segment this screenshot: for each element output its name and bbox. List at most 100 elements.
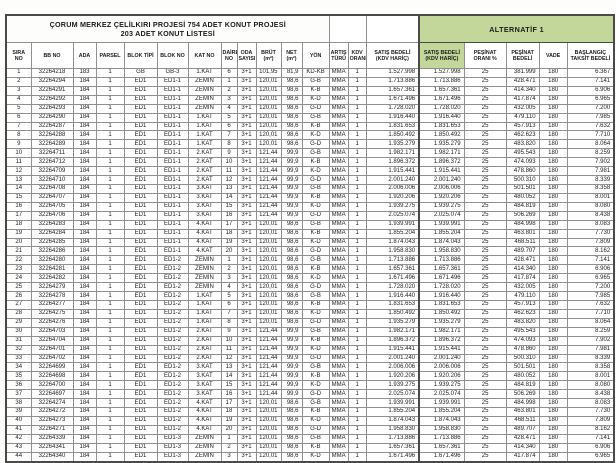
document-title-line-1: ÇORUM MERKEZ ÇELİLKIRI PROJESİ 754 ADET … — [49, 20, 286, 29]
cell-net-m2: 99,9 — [280, 175, 303, 185]
cell-net-m2: 98,6 — [280, 299, 303, 310]
cell-kdv-orani: 1 — [347, 326, 367, 337]
cell-sira-no: 34 — [5, 362, 32, 373]
cell-vade: 180 — [538, 76, 568, 87]
cell-blok-tipi: ED1 — [123, 415, 158, 426]
cell-kat-no: ZEMİN — [187, 273, 222, 284]
cell-pesinat-orani: 25 — [463, 264, 507, 275]
cell-daire-no: 18 — [220, 228, 238, 239]
cell-pesinat-orani: 25 — [463, 335, 507, 346]
cell-parsel: 1 — [95, 255, 125, 266]
cell-parsel: 1 — [95, 291, 125, 301]
title-row: ÇORUM MERKEZ ÇELİLKIRI PROJESİ 754 ADET … — [5, 14, 615, 43]
cell-oda-sayisi: 3+1 — [236, 103, 257, 114]
cell-kdv-orani: 1 — [347, 451, 367, 463]
cell-vade: 180 — [538, 380, 568, 391]
cell-blok-tipi: ED1 — [123, 264, 158, 275]
cell-net-m2: 99,9 — [280, 380, 303, 391]
cell-pesinat-bedeli: 417.874 — [505, 94, 540, 105]
cell-pesinat-bedeli: 501.501 — [505, 362, 540, 373]
cell-parsel: 1 — [95, 273, 125, 284]
cell-satis-bedeli-kdv-haric: 1.874.043 — [365, 237, 420, 248]
col-header-pesinat-orani: PEŞİNAT ORANI % — [463, 42, 507, 69]
cell-brut-m2: 121,44 — [255, 353, 282, 364]
cell-vade: 180 — [538, 415, 568, 426]
cell-parsel: 1 — [95, 237, 125, 248]
cell-net-m2: 99,9 — [280, 371, 303, 382]
cell-alt1-satis-bedeli-kdv-haric: 1.671.496 — [418, 94, 465, 105]
cell-daire-no: 10 — [220, 157, 238, 168]
cell-pesinat-bedeli: 484.819 — [505, 201, 540, 212]
cell-sira-no: 21 — [5, 246, 32, 257]
cell-artis-turu: MMA — [328, 282, 349, 293]
cell-baslangic-taksit-bedeli: 7.200 — [566, 103, 615, 114]
col-header-vade: VADE — [538, 42, 568, 69]
table-row: 7 32264287 184 1 ED1 ED1-1 1.KAT 6 3+1 120,01 98,6… — [5, 121, 615, 132]
cell-brut-m2: 121,44 — [255, 157, 282, 168]
cell-baslangic-taksit-bedeli: 6.965 — [566, 273, 615, 284]
cell-daire-no: 15 — [220, 201, 238, 212]
cell-satis-bedeli-kdv-haric: 1.671.496 — [365, 451, 420, 463]
cell-satis-bedeli-kdv-haric: 1.657.361 — [365, 442, 420, 453]
cell-artis-turu: MMA — [328, 166, 349, 177]
table-row: 14 32264708 184 1 ED1 ED1-1 3.KAT 13 3+1 121,44 99… — [5, 183, 615, 194]
cell-brut-m2: 120,01 — [255, 317, 282, 328]
col-header-yon: YÖN — [301, 42, 330, 69]
cell-kdv-orani: 1 — [347, 210, 367, 221]
cell-alt1-satis-bedeli-kdv-haric: 1.958.830 — [418, 424, 465, 435]
cell-vade: 180 — [538, 362, 568, 373]
cell-pesinat-bedeli: 474.093 — [505, 157, 540, 168]
cell-daire-no: 2 — [220, 442, 238, 453]
cell-net-m2: 98,6 — [280, 139, 303, 150]
cell-pesinat-bedeli: 381.999 — [505, 68, 540, 78]
col-header-satis-bedeli: SATIŞ BEDELİ (KDV HARİÇ) — [365, 42, 420, 69]
cell-ada: 184 — [72, 192, 97, 203]
cell-brut-m2: 121,44 — [255, 166, 282, 177]
cell-pesinat-orani: 25 — [463, 299, 507, 310]
cell-kdv-orani: 1 — [347, 442, 367, 453]
cell-artis-turu: MMA — [328, 130, 349, 141]
cell-kat-no: 3.KAT — [187, 380, 222, 391]
cell-yon: K-B — [301, 192, 330, 203]
cell-net-m2: 98,6 — [280, 398, 303, 409]
cell-daire-no: 4 — [220, 103, 238, 114]
cell-sira-no: 8 — [5, 130, 32, 141]
cell-ada: 184 — [72, 85, 97, 96]
table-row: 16 32264705 184 1 ED1 ED1-1 3.KAT 15 3+1 121,44 99… — [5, 201, 615, 212]
cell-parsel: 1 — [95, 317, 125, 328]
cell-kdv-orani: 1 — [347, 103, 367, 114]
cell-bb-no: 32264284 — [30, 228, 74, 239]
cell-yon: G-B — [301, 112, 330, 123]
cell-vade: 180 — [538, 68, 568, 78]
cell-pesinat-orani: 25 — [463, 246, 507, 257]
cell-daire-no: 19 — [220, 415, 238, 426]
cell-baslangic-taksit-bedeli: 6.367 — [566, 68, 615, 78]
cell-parsel: 1 — [95, 407, 125, 417]
cell-kdv-orani: 1 — [347, 139, 367, 150]
cell-yon: G-D — [301, 139, 330, 150]
cell-vade: 180 — [538, 282, 568, 293]
cell-kdv-orani: 1 — [347, 317, 367, 328]
cell-satis-bedeli-kdv-haric: 2.006.006 — [365, 362, 420, 373]
cell-pesinat-bedeli: 417.874 — [505, 273, 540, 284]
cell-net-m2: 99,9 — [280, 326, 303, 337]
cell-net-m2: 98,6 — [280, 228, 303, 239]
cell-alt1-satis-bedeli-kdv-haric: 1.855.204 — [418, 407, 465, 417]
cell-bb-no: 32264697 — [30, 389, 74, 400]
cell-blok-tipi: ED1 — [123, 308, 158, 319]
cell-baslangic-taksit-bedeli: 7.632 — [566, 299, 615, 310]
cell-pesinat-orani: 25 — [463, 166, 507, 177]
cell-pesinat-orani: 25 — [463, 407, 507, 417]
cell-satis-bedeli-kdv-haric: 1.855.204 — [365, 228, 420, 239]
table-row: 24 32264282 184 1 ED1 ED1-2 ZEMİN 3 3+1 120,01 98,… — [5, 273, 615, 284]
cell-pesinat-bedeli: 432.005 — [505, 282, 540, 293]
cell-sira-no: 3 — [5, 85, 32, 96]
cell-satis-bedeli-kdv-haric: 1.657.361 — [365, 85, 420, 96]
cell-yon: K-B — [301, 121, 330, 132]
cell-artis-turu: MMA — [328, 299, 349, 310]
cell-pesinat-orani: 25 — [463, 192, 507, 203]
cell-parsel: 1 — [95, 353, 125, 364]
cell-daire-no: 9 — [220, 326, 238, 337]
cell-net-m2: 99,9 — [280, 353, 303, 364]
cell-ada: 184 — [72, 273, 97, 284]
